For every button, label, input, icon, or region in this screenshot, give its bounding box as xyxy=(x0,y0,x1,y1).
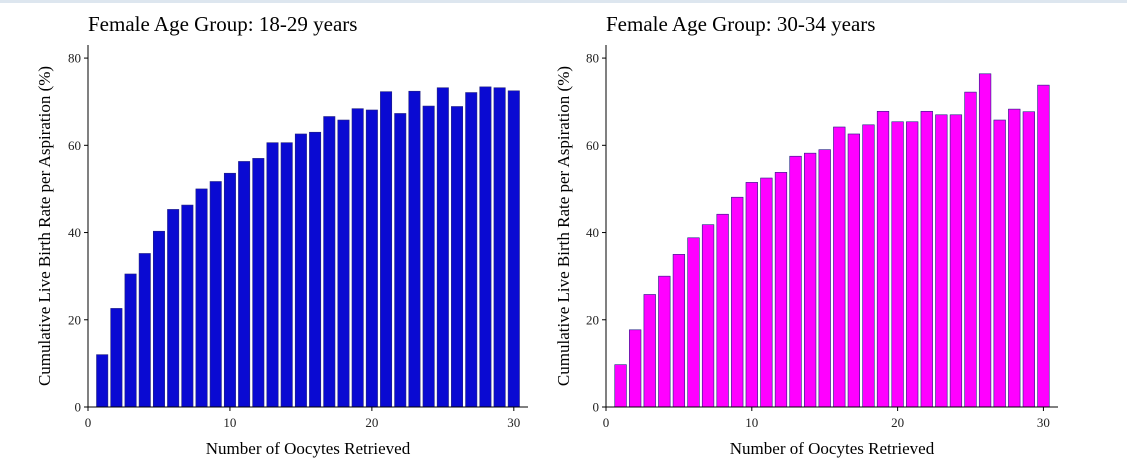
chart2-bar-19 xyxy=(876,110,890,408)
chart1-bar-5 xyxy=(152,230,165,408)
chart2-bar-22 xyxy=(920,110,933,408)
chart1-bar-9 xyxy=(209,181,222,408)
chart1-bar-8 xyxy=(195,188,208,408)
chart2-bar-20 xyxy=(891,121,904,408)
chart2-title: Female Age Group: 30-34 years xyxy=(606,12,875,36)
chart1-bar-11 xyxy=(238,161,251,408)
chart1-bar-30 xyxy=(507,90,520,408)
chart2-y-tick-label-80: 80 xyxy=(586,51,599,66)
chart1-bar-7 xyxy=(181,204,194,408)
chart1-bar-22 xyxy=(394,113,407,408)
top-border xyxy=(0,0,1127,3)
chart1-y-tick-label-20: 20 xyxy=(68,312,81,327)
chart1-title: Female Age Group: 18-29 years xyxy=(88,12,357,36)
chart1-y-tick-label-80: 80 xyxy=(68,51,81,66)
chart1-x-tick-label-20: 20 xyxy=(365,415,378,430)
chart2-x-axis-label: Number of Oocytes Retrieved xyxy=(730,439,935,458)
chart2-y-axis-label: Cumulative Live Birth Rate per Aspiratio… xyxy=(554,66,573,386)
chart1-bar-3 xyxy=(124,273,137,408)
chart2-bar-24 xyxy=(949,114,963,408)
chart1-bar-29 xyxy=(493,87,506,408)
chart2-y-tick-label-40: 40 xyxy=(586,225,599,240)
chart1-bar-19 xyxy=(351,108,364,408)
chart1-bar-12 xyxy=(252,158,265,408)
chart2-bar-15 xyxy=(818,149,831,408)
chart2-bar-26 xyxy=(978,73,992,408)
chart1-x-tick-label-0: 0 xyxy=(85,415,92,430)
chart1-y-axis-label: Cumulative Live Birth Rate per Aspiratio… xyxy=(35,66,54,386)
chart2-x-tick-label-20: 20 xyxy=(891,415,904,430)
chart1-bar-24 xyxy=(422,105,435,408)
chart2-bar-16 xyxy=(833,126,846,408)
chart2-bar-21 xyxy=(906,121,919,408)
chart1-bar-2 xyxy=(110,308,123,408)
chart1-bar-4 xyxy=(138,253,151,408)
chart1-x-axis-label: Number of Oocytes Retrieved xyxy=(206,439,411,458)
chart1-x-tick-label-30: 30 xyxy=(507,415,520,430)
chart2-bar-10 xyxy=(745,182,758,408)
chart2-bar-5 xyxy=(672,254,686,408)
chart2-bar-6 xyxy=(687,237,700,408)
chart2-x-tick-label-10: 10 xyxy=(745,415,758,430)
chart2-bar-18 xyxy=(862,124,875,408)
chart2-bar-8 xyxy=(716,213,729,408)
chart2-x-tick-label-30: 30 xyxy=(1037,415,1050,430)
chart1-bar-14 xyxy=(280,142,293,408)
chart2-y-tick-label-0: 0 xyxy=(593,400,600,415)
chart2-bar-4 xyxy=(658,275,671,408)
chart1-bar-25 xyxy=(436,87,449,408)
chart2-bar-25 xyxy=(964,91,977,408)
chart2-bar-9 xyxy=(731,196,744,408)
chart2-bar-27 xyxy=(993,119,1006,408)
chart2-bar-28 xyxy=(1008,108,1021,408)
chart2-bar-2 xyxy=(629,329,642,408)
chart2-y-tick-label-20: 20 xyxy=(586,312,599,327)
chart1-bar-28 xyxy=(479,86,492,408)
chart1-y-tick-label-60: 60 xyxy=(68,138,81,153)
chart1-bar-10 xyxy=(223,172,236,408)
chart1-bar-17 xyxy=(323,116,336,408)
chart1-bar-18 xyxy=(337,119,350,408)
chart1-bar-16 xyxy=(309,131,322,408)
chart2-bar-7 xyxy=(701,224,715,408)
chart2-bar-14 xyxy=(803,152,817,408)
chart2-bar-29 xyxy=(1022,111,1035,408)
chart2-bar-12 xyxy=(774,172,788,408)
chart1-bar-21 xyxy=(380,91,393,408)
chart1-y-tick-label-0: 0 xyxy=(75,400,82,415)
chart2-bar-11 xyxy=(760,177,773,408)
chart2-y-tick-label-60: 60 xyxy=(586,138,599,153)
chart1-bar-13 xyxy=(266,142,279,408)
chart1-bar-15 xyxy=(294,133,307,408)
chart2-x-tick-label-0: 0 xyxy=(603,415,610,430)
chart2-bar-23 xyxy=(935,114,948,408)
chart1-y-tick-label-40: 40 xyxy=(68,225,81,240)
chart1-bar-20 xyxy=(365,109,378,408)
chart1-bar-23 xyxy=(408,90,421,408)
chart1-x-tick-label-10: 10 xyxy=(223,415,236,430)
chart2-bar-3 xyxy=(643,294,656,408)
chart1-bar-27 xyxy=(465,92,478,408)
chart1-bar-6 xyxy=(167,209,180,408)
chart2-bar-30 xyxy=(1037,84,1050,408)
chart1-bar-1 xyxy=(96,354,109,408)
chart1-bar-26 xyxy=(451,106,464,408)
chart2-bar-17 xyxy=(847,133,860,408)
chart2-bar-1 xyxy=(614,364,627,408)
chart2-bar-13 xyxy=(789,155,802,408)
